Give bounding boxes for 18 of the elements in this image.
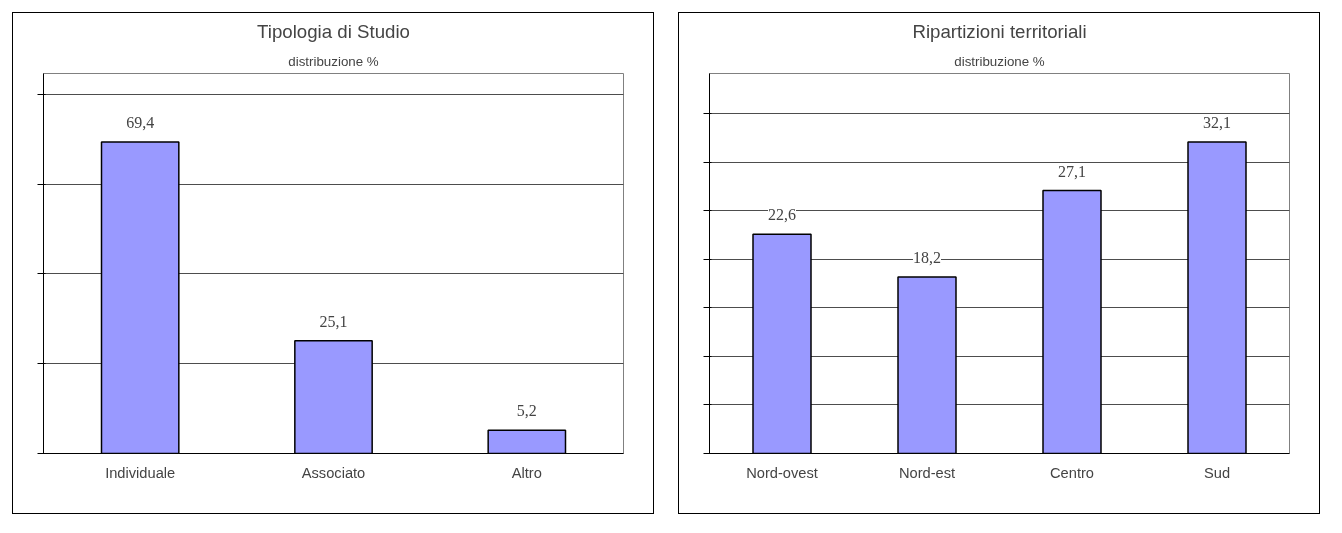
data-label: 27,1 — [1058, 162, 1086, 180]
x-tick-label: Altro — [511, 464, 542, 481]
x-tick-label: Associato — [301, 464, 366, 481]
data-label: 22,6 — [768, 206, 796, 224]
data-label: 32,1 — [1203, 114, 1231, 132]
chart-title: Tipologia di Studio — [257, 20, 410, 42]
x-tick-label: Individuale — [105, 464, 176, 481]
chart-title: Ripartizioni territoriali — [912, 20, 1087, 42]
data-label: 69,4 — [126, 114, 155, 132]
data-label: 5,2 — [516, 402, 537, 420]
x-tick-label: Nord-ovest — [746, 464, 818, 481]
x-tick-label: Sud — [1203, 464, 1231, 481]
data-label: 18,2 — [913, 248, 941, 266]
x-tick-label: Nord-est — [898, 464, 956, 481]
x-tick-label: Centro — [1050, 464, 1094, 481]
data-label: 25,1 — [319, 312, 348, 330]
chart-subtitle: distribuzione % — [954, 53, 1045, 69]
chart-subtitle: distribuzione % — [288, 53, 379, 69]
